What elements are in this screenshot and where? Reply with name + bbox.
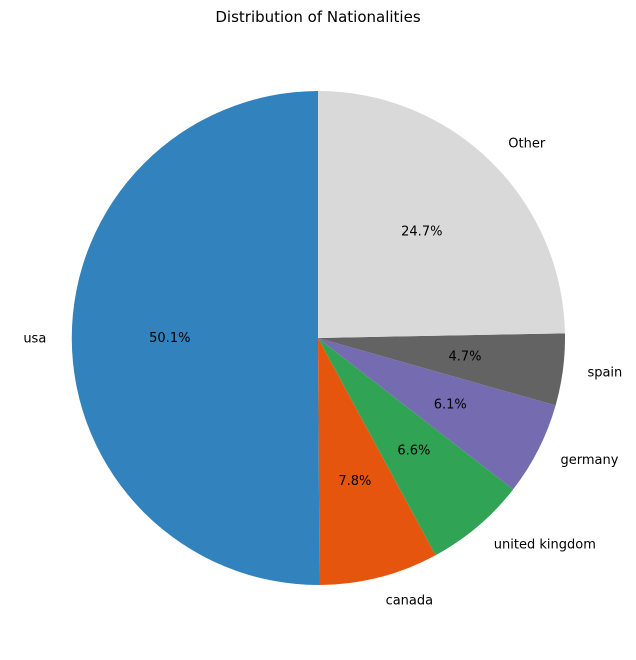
slice-label-usa: usa bbox=[23, 331, 46, 346]
pie-slice-usa bbox=[71, 91, 320, 586]
slice-label-canada: canada bbox=[386, 594, 434, 609]
pie-slice-germany bbox=[318, 338, 556, 490]
pie-slice-other bbox=[318, 90, 565, 338]
pie-slice-united-kingdom bbox=[318, 338, 514, 556]
pie-labels: usa 50.1% canada 7.8% united kingdom 6.6% germ… bbox=[23, 137, 622, 609]
slice-label-other: Other bbox=[508, 137, 546, 152]
pie-slice-spain bbox=[318, 333, 566, 406]
pie-slices bbox=[71, 90, 566, 586]
pct-label-united-kingdom: 6.6% bbox=[397, 443, 430, 458]
slice-label-united-kingdom: united kingdom bbox=[494, 538, 596, 553]
pct-label-spain: 4.7% bbox=[448, 350, 481, 365]
pct-label-germany: 6.1% bbox=[434, 397, 467, 412]
slice-label-spain: spain bbox=[587, 365, 622, 380]
pie-slice-canada bbox=[318, 338, 436, 585]
pct-label-other: 24.7% bbox=[401, 225, 442, 240]
pct-label-canada: 7.8% bbox=[338, 474, 371, 489]
chart-title: Distribution of Nationalities bbox=[215, 8, 420, 26]
pct-label-usa: 50.1% bbox=[149, 331, 190, 346]
slice-label-germany: germany bbox=[560, 453, 618, 468]
